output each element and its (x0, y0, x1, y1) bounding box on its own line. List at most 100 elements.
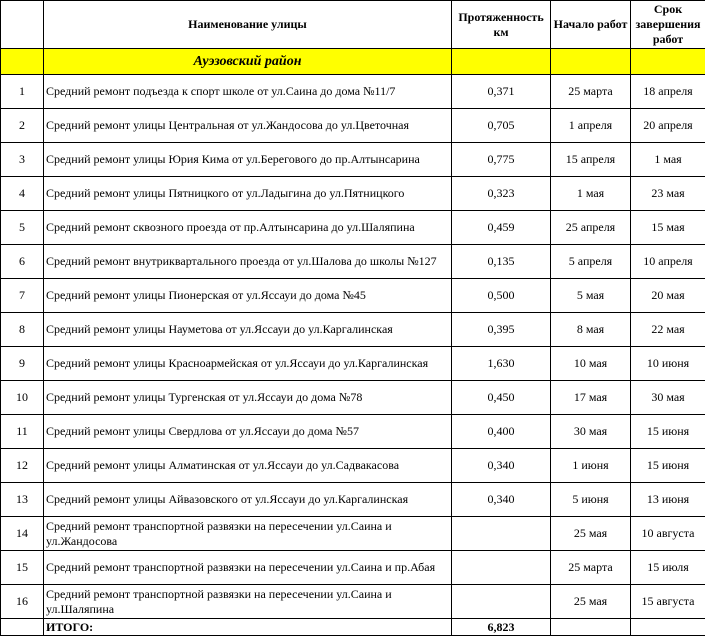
cell-street: Средний ремонт сквозного проезда от пр.А… (43, 210, 452, 245)
cell-street: Средний ремонт внутриквартального проезд… (43, 244, 452, 279)
cell-num: 2 (0, 108, 44, 143)
cell-start: 17 мая (550, 380, 631, 415)
total-label: ИТОГО: (43, 618, 452, 636)
table-row: 3 Средний ремонт улицы Юрия Кима от ул.Бе… (0, 142, 705, 177)
cell-num: 12 (0, 448, 44, 483)
cell-start: 8 мая (550, 312, 631, 347)
cell-num: 7 (0, 278, 44, 313)
cell-length: 0,395 (451, 312, 551, 347)
cell-end: 10 апреля (630, 244, 705, 279)
table-row: 15 Средний ремонт транспортной развязки н… (0, 550, 705, 585)
table-row: 16 Средний ремонт транспортной развязки н… (0, 584, 705, 619)
cell-length: 0,459 (451, 210, 551, 245)
cell-start: 30 мая (550, 414, 631, 449)
cell-street: Средний ремонт улицы Центральная от ул.Ж… (43, 108, 452, 143)
cell-num: 15 (0, 550, 44, 585)
table-row: 5 Средний ремонт сквозного проезда от пр.… (0, 210, 705, 245)
cell-length: 0,371 (451, 74, 551, 109)
cell-street: Средний ремонт улицы Алматинская от ул.Я… (43, 448, 452, 483)
table-row: 6 Средний ремонт внутриквартального проез… (0, 244, 705, 279)
cell-num: 3 (0, 142, 44, 177)
cell-street: Средний ремонт улицы Науметова от ул.Ясс… (43, 312, 452, 347)
cell-length (451, 584, 551, 619)
header-end: Срок завершения работ (630, 0, 705, 49)
cell-length: 0,705 (451, 108, 551, 143)
cell-end: 15 июня (630, 448, 705, 483)
cell-start: 25 марта (550, 550, 631, 585)
cell-end: 15 июня (630, 414, 705, 449)
header-row: Наименование улицы Протяженность км Нача… (0, 0, 705, 49)
cell-street: Средний ремонт транспортной развязки на … (43, 516, 452, 551)
cell-length: 0,775 (451, 142, 551, 177)
cell-end: 15 июля (630, 550, 705, 585)
district-row: Ауэзовский район (0, 48, 705, 75)
cell-length: 0,323 (451, 176, 551, 211)
cell-num: 9 (0, 346, 44, 381)
cell-length: 1,630 (451, 346, 551, 381)
cell-length: 0,450 (451, 380, 551, 415)
cell-street: Средний ремонт улицы Пятницкого от ул.Ла… (43, 176, 452, 211)
cell-end: 20 мая (630, 278, 705, 313)
cell-end: 30 мая (630, 380, 705, 415)
cell-start: 5 апреля (550, 244, 631, 279)
cell-start: 25 марта (550, 74, 631, 109)
cell-length (451, 550, 551, 585)
cell-end: 20 апреля (630, 108, 705, 143)
header-name: Наименование улицы (43, 0, 452, 49)
table-row: 7 Средний ремонт улицы Пионерская от ул.Я… (0, 278, 705, 313)
total-length: 6,823 (451, 618, 551, 636)
cell-num: 16 (0, 584, 44, 619)
table-row: 10 Средний ремонт улицы Тургенская от ул.… (0, 380, 705, 415)
cell-street: Средний ремонт улицы Юрия Кима от ул.Бер… (43, 142, 452, 177)
cell-end: 1 мая (630, 142, 705, 177)
cell-num: 14 (0, 516, 44, 551)
cell-start: 1 мая (550, 176, 631, 211)
cell-length: 0,400 (451, 414, 551, 449)
table-row: 8 Средний ремонт улицы Науметова от ул.Яс… (0, 312, 705, 347)
cell-num: 1 (0, 74, 44, 109)
total-row: ИТОГО: 6,823 (0, 618, 705, 636)
cell-street: Средний ремонт улицы Пионерская от ул.Яс… (43, 278, 452, 313)
cell-end: 13 июня (630, 482, 705, 517)
cell-start: 1 апреля (550, 108, 631, 143)
cell-street: Средний ремонт улицы Тургенская от ул.Яс… (43, 380, 452, 415)
cell-end: 10 августа (630, 516, 705, 551)
cell-street: Средний ремонт улицы Айвазовского от ул.… (43, 482, 452, 517)
cell-end: 15 мая (630, 210, 705, 245)
cell-start: 15 апреля (550, 142, 631, 177)
table-row: 1 Средний ремонт подъезда к спорт школе о… (0, 74, 705, 109)
cell-start: 25 апреля (550, 210, 631, 245)
table-row: 11 Средний ремонт улицы Свердлова от ул.Я… (0, 414, 705, 449)
cell-end: 23 мая (630, 176, 705, 211)
cell-end: 10 июня (630, 346, 705, 381)
table-row: 9 Средний ремонт улицы Красноармейская от… (0, 346, 705, 381)
cell-end: 22 мая (630, 312, 705, 347)
cell-start: 25 мая (550, 584, 631, 619)
cell-start: 1 июня (550, 448, 631, 483)
cell-end: 18 апреля (630, 74, 705, 109)
cell-length: 0,135 (451, 244, 551, 279)
cell-start: 25 мая (550, 516, 631, 551)
cell-length: 0,340 (451, 482, 551, 517)
table-row: 12 Средний ремонт улицы Алматинская от ул… (0, 448, 705, 483)
cell-start: 5 мая (550, 278, 631, 313)
cell-length: 0,340 (451, 448, 551, 483)
table-row: 2 Средний ремонт улицы Центральная от ул.… (0, 108, 705, 143)
cell-start: 5 июня (550, 482, 631, 517)
cell-street: Средний ремонт подъезда к спорт школе от… (43, 74, 452, 109)
cell-street: Средний ремонт улицы Свердлова от ул.Ясс… (43, 414, 452, 449)
cell-street: Средний ремонт транспортной развязки на … (43, 550, 452, 585)
cell-street: Средний ремонт транспортной развязки на … (43, 584, 452, 619)
cell-length (451, 516, 551, 551)
cell-num: 5 (0, 210, 44, 245)
header-length: Протяженность км (451, 0, 551, 49)
cell-num: 10 (0, 380, 44, 415)
header-start: Начало работ (550, 0, 631, 49)
cell-end: 15 августа (630, 584, 705, 619)
cell-num: 13 (0, 482, 44, 517)
district-name: Ауэзовский район (43, 48, 452, 75)
cell-length: 0,500 (451, 278, 551, 313)
cell-num: 11 (0, 414, 44, 449)
cell-street: Средний ремонт улицы Красноармейская от … (43, 346, 452, 381)
